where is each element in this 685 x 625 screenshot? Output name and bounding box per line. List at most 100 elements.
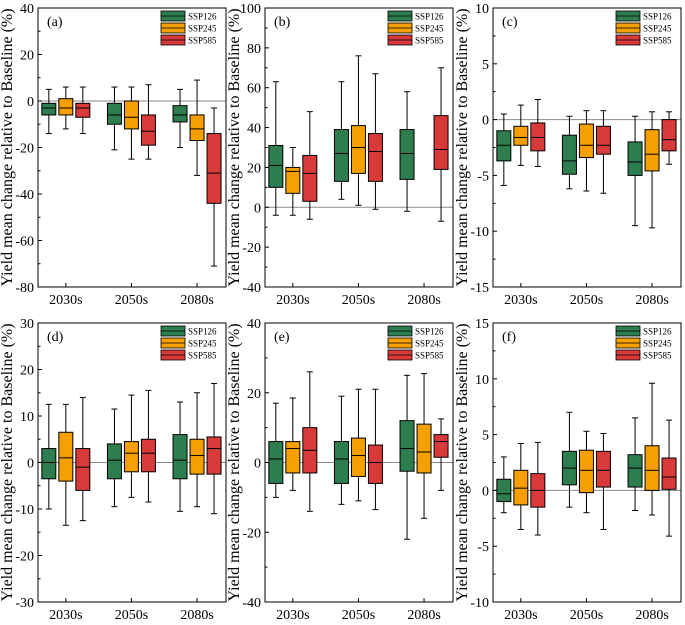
box-ssp126-2030s <box>41 88 57 135</box>
legend-label: SSP585 <box>643 351 672 361</box>
iqr-box <box>595 125 611 155</box>
y-tick-label: 5 <box>482 58 489 73</box>
y-tick-label: 20 <box>247 161 261 176</box>
x-tick-label: 2080s <box>635 293 668 308</box>
iqr-box <box>367 444 383 484</box>
iqr-box <box>41 448 57 480</box>
legend-label: SSP585 <box>415 36 444 46</box>
box-ssp126-2080s <box>627 417 643 511</box>
iqr-box <box>75 102 91 118</box>
plot-frame <box>37 7 227 288</box>
y-tick-label: 60 <box>247 82 261 97</box>
box-ssp245-2030s <box>285 397 301 491</box>
iqr-box <box>268 441 284 484</box>
box-ssp245-2030s <box>285 147 301 216</box>
y-axis-label: Yield mean change relative to Baseline (… <box>226 323 243 601</box>
box-ssp585-2080s <box>661 419 677 537</box>
chart-panel-b: -40 -20 0 20 40 60 80 100 2030s 2050s 2080s (b) SSP1… <box>226 2 454 308</box>
box-ssp585-2080s <box>661 111 677 165</box>
iqr-box <box>578 449 594 494</box>
box-ssp126-2050s <box>561 115 577 190</box>
legend-item-ssp245: SSP245 <box>160 22 217 34</box>
y-tick-label: 100 <box>240 2 261 17</box>
iqr-box <box>58 98 74 116</box>
iqr-box <box>172 434 188 480</box>
iqr-box <box>496 130 512 162</box>
y-tick-label: -40 <box>242 281 261 296</box>
box-ssp585-2050s <box>595 432 611 530</box>
x-tick-label: 2080s <box>635 608 668 623</box>
box-ssp126-2030s <box>496 113 512 186</box>
iqr-box <box>106 102 122 125</box>
iqr-box <box>644 129 660 172</box>
legend-label: SSP126 <box>643 12 672 22</box>
iqr-box <box>627 141 643 176</box>
y-tick-label: -40 <box>242 596 261 611</box>
legend: SSP126 SSP245 SSP585 <box>160 10 217 46</box>
iqr-box <box>433 115 449 170</box>
legend-item-ssp585: SSP585 <box>387 34 444 46</box>
iqr-box <box>595 450 611 488</box>
x-tick-label: 2080s <box>180 293 213 308</box>
y-tick-label: 0 <box>482 114 489 129</box>
x-tick-label: 2050s <box>570 608 603 623</box>
box-ssp126-2030s <box>496 456 512 514</box>
legend: SSP126 SSP245 SSP585 <box>387 10 444 46</box>
legend-item-ssp126: SSP126 <box>615 325 672 337</box>
iqr-box <box>661 457 677 490</box>
legend-label: SSP126 <box>415 12 444 22</box>
iqr-box <box>140 438 156 473</box>
legend-item-ssp585: SSP585 <box>387 349 444 361</box>
box-ssp245-2080s <box>189 392 205 508</box>
legend-label: SSP126 <box>188 327 217 337</box>
panel-label: (b) <box>274 15 291 30</box>
legend-label: SSP585 <box>415 351 444 361</box>
iqr-box <box>189 438 205 475</box>
iqr-box <box>206 436 222 475</box>
y-tick-label: -20 <box>15 550 34 565</box>
iqr-box <box>106 443 122 480</box>
box-ssp585-2080s <box>206 382 222 515</box>
chart-panel-a: -80 -60 -40 -20 0 20 40 2030s 2050s 2080s (a) SSP12… <box>0 2 227 308</box>
y-tick-label: 5 <box>482 429 489 444</box>
y-tick-label: 30 <box>20 317 34 332</box>
legend-item-ssp126: SSP126 <box>160 325 217 337</box>
iqr-box <box>496 478 512 503</box>
legend-label: SSP126 <box>415 327 444 337</box>
panel-label: (d) <box>47 330 64 345</box>
iqr-box <box>561 134 577 175</box>
box-ssp245-2050s <box>123 394 139 498</box>
box-ssp585-2050s <box>367 73 383 210</box>
legend-item-ssp245: SSP245 <box>615 22 672 34</box>
legend-label: SSP585 <box>188 36 217 46</box>
iqr-box <box>172 105 188 123</box>
x-tick-label: 2030s <box>49 608 82 623</box>
box-ssp585-2030s <box>75 86 91 135</box>
y-axis-label: Yield mean change relative to Baseline (… <box>454 8 471 286</box>
y-tick-label: -10 <box>470 225 489 240</box>
y-tick-label: 20 <box>247 387 261 402</box>
x-tick-label: 2030s <box>504 608 537 623</box>
legend-item-ssp126: SSP126 <box>387 325 444 337</box>
y-tick-label: -80 <box>15 281 34 296</box>
iqr-box <box>41 102 57 116</box>
box-ssp126-2050s <box>106 86 122 151</box>
iqr-box <box>333 441 349 484</box>
legend: SSP126 SSP245 SSP585 <box>160 325 217 361</box>
y-tick-label: 10 <box>475 373 489 388</box>
x-tick-label: 2050s <box>115 293 148 308</box>
iqr-box <box>661 119 677 152</box>
box-ssp585-2030s <box>302 371 318 512</box>
box-ssp245-2030s <box>58 403 74 526</box>
legend-item-ssp126: SSP126 <box>387 10 444 22</box>
y-tick-label: 0 <box>254 201 261 216</box>
box-ssp585-2080s <box>433 67 449 222</box>
box-ssp245-2080s <box>416 373 432 519</box>
box-ssp245-2080s <box>644 382 660 516</box>
x-tick-label: 2080s <box>407 608 440 623</box>
box-ssp126-2030s <box>268 81 284 216</box>
box-ssp585-2080s <box>206 107 222 267</box>
iqr-box <box>189 114 205 142</box>
iqr-box <box>302 154 318 202</box>
iqr-box <box>627 454 643 488</box>
